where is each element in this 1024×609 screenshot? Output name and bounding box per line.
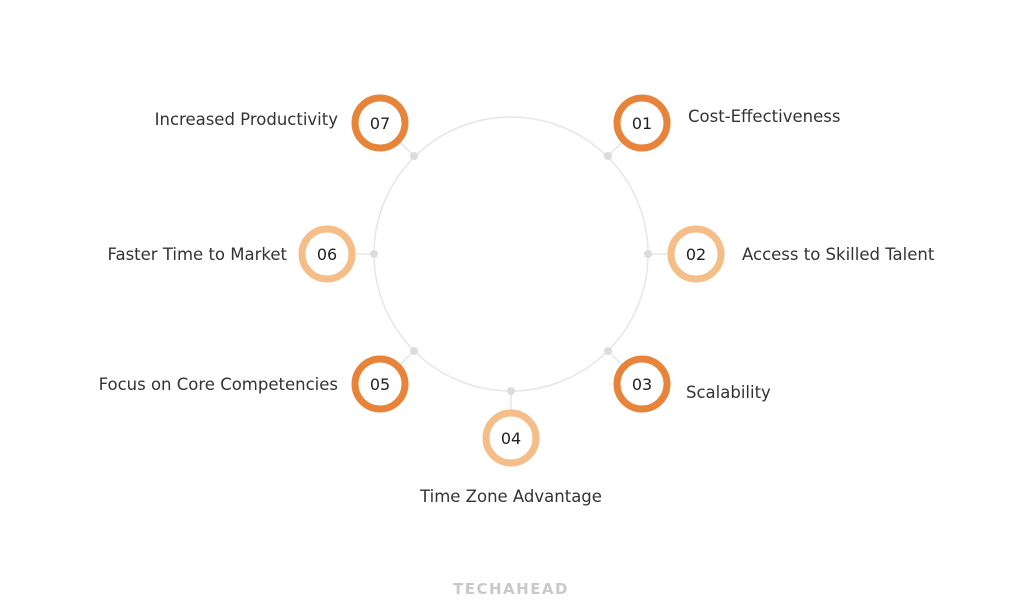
- number-ring: [613, 355, 671, 413]
- benefit-item: 03 Scalability: [604, 347, 771, 413]
- connector-dot: [410, 347, 418, 355]
- connector-dot: [507, 387, 515, 395]
- item-number: 02: [686, 245, 706, 264]
- connector-dot: [604, 347, 612, 355]
- item-label: Time Zone Advantage: [419, 487, 602, 506]
- item-label: Increased Productivity: [155, 110, 339, 129]
- item-label: Cost-Effectiveness: [688, 107, 840, 126]
- item-label: Focus on Core Competencies: [99, 375, 338, 394]
- number-ring: [351, 94, 409, 152]
- number-ring: [482, 409, 540, 467]
- item-number: 07: [370, 114, 390, 133]
- benefit-item: 02 Access to Skilled Talent: [644, 225, 935, 283]
- brand-logo: TECHAHEAD: [453, 580, 569, 598]
- item-number: 06: [317, 245, 337, 264]
- item-number: 03: [632, 375, 652, 394]
- item-label: Faster Time to Market: [108, 245, 288, 264]
- benefit-item: 06 Faster Time to Market: [108, 225, 378, 283]
- benefit-item: 05 Focus on Core Competencies: [99, 347, 418, 413]
- connector-dot: [604, 152, 612, 160]
- item-number: 05: [370, 375, 390, 394]
- item-number: 01: [632, 114, 652, 133]
- number-ring: [613, 94, 671, 152]
- item-label: Access to Skilled Talent: [742, 245, 935, 264]
- number-ring: [667, 225, 725, 283]
- benefit-item: 01 Cost-Effectiveness: [604, 94, 840, 160]
- item-number: 04: [501, 429, 521, 448]
- number-ring: [351, 355, 409, 413]
- number-ring: [298, 225, 356, 283]
- connector-dot: [410, 152, 418, 160]
- item-label: Scalability: [686, 383, 771, 402]
- benefit-item: 04 Time Zone Advantage: [419, 387, 602, 506]
- connector-dot: [370, 250, 378, 258]
- connector-dot: [644, 250, 652, 258]
- benefit-item: 07 Increased Productivity: [155, 94, 418, 160]
